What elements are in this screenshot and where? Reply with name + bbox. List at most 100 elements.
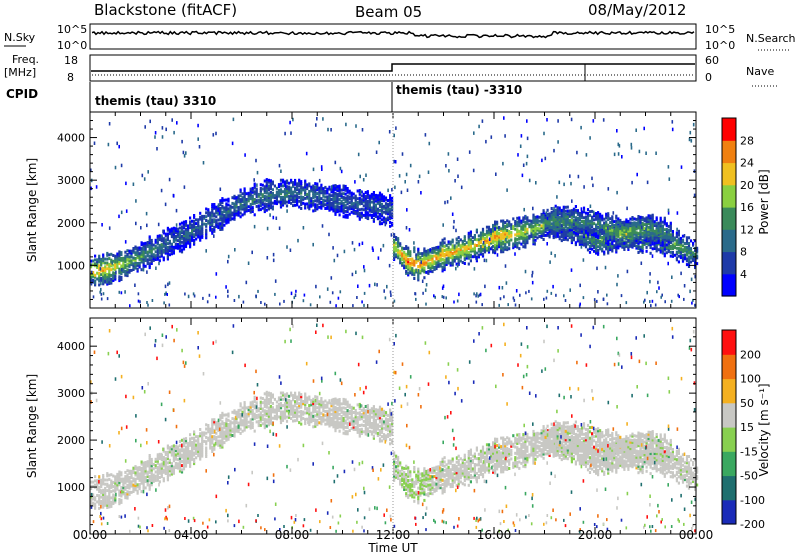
power-cell xyxy=(690,247,692,250)
power-cell xyxy=(339,185,341,188)
power-cell xyxy=(227,204,229,207)
power-cell xyxy=(165,238,167,241)
power-cell xyxy=(389,130,391,134)
power-cell xyxy=(639,241,641,244)
velocity-cell xyxy=(124,475,126,478)
power-cell xyxy=(313,168,315,172)
power-cell xyxy=(615,238,617,241)
power-cell xyxy=(496,226,498,229)
power-cell xyxy=(452,244,454,247)
power-cell xyxy=(444,259,446,262)
power-cell xyxy=(338,297,340,300)
power-cell xyxy=(541,224,543,227)
power-cell xyxy=(94,274,96,277)
power-cell xyxy=(442,262,444,265)
power-cell xyxy=(686,263,688,266)
power-cell xyxy=(517,153,519,157)
power-cell xyxy=(363,208,365,211)
power-cell xyxy=(138,300,140,303)
power-cell xyxy=(666,251,668,254)
power-cell xyxy=(184,293,186,296)
power-cell xyxy=(330,301,332,304)
power-cell xyxy=(240,198,242,201)
power-cell xyxy=(341,189,343,192)
power-cell xyxy=(403,247,405,250)
power-cell xyxy=(589,251,591,254)
power-cell xyxy=(615,232,617,235)
power-cell xyxy=(452,252,454,255)
velocity-cell xyxy=(118,490,120,493)
velocity-cell xyxy=(100,500,102,503)
power-cell xyxy=(409,228,411,232)
power-cell xyxy=(590,244,592,248)
power-cell xyxy=(439,247,441,251)
power-cell xyxy=(202,297,204,300)
power-cell xyxy=(291,292,293,296)
power-cell xyxy=(428,171,430,175)
power-cell xyxy=(573,223,575,226)
power-cell xyxy=(484,233,486,236)
power-cell xyxy=(597,290,599,294)
power-cell xyxy=(203,223,205,226)
power-cell xyxy=(324,196,326,199)
power-cell xyxy=(547,222,549,225)
power-cell xyxy=(525,291,527,294)
power-cell xyxy=(310,303,312,306)
power-cell xyxy=(617,274,619,278)
power-cell xyxy=(280,170,282,174)
power-cell xyxy=(295,290,297,293)
power-cell xyxy=(274,185,276,188)
power-cell xyxy=(650,252,652,255)
power-cell xyxy=(461,186,463,190)
power-cell xyxy=(476,252,478,255)
power-cell xyxy=(690,261,692,264)
power-cell xyxy=(633,221,635,224)
power-cell xyxy=(654,230,656,233)
power-cell xyxy=(505,238,507,242)
power-cell xyxy=(520,225,522,228)
power-cell xyxy=(108,253,110,256)
power-cell xyxy=(191,224,193,227)
power-cell xyxy=(215,225,217,229)
power-cell xyxy=(571,268,573,272)
power-cell xyxy=(403,251,405,254)
power-cell xyxy=(619,227,621,230)
velocity-cell xyxy=(181,464,183,467)
power-cell xyxy=(345,197,347,200)
power-cell xyxy=(676,239,678,242)
power-cell xyxy=(225,199,227,202)
power-cell xyxy=(332,185,334,188)
power-cell xyxy=(498,232,500,235)
power-cell xyxy=(324,199,326,202)
power-cell xyxy=(639,246,641,249)
power-cell xyxy=(646,250,648,253)
power-cell xyxy=(504,221,506,224)
power-cell xyxy=(374,283,376,287)
power-cell xyxy=(191,220,193,223)
power-cell xyxy=(425,288,427,292)
power-cell xyxy=(637,251,639,254)
power-cell xyxy=(181,140,183,144)
power-cell xyxy=(181,245,183,248)
power-cell xyxy=(419,270,421,273)
power-cell xyxy=(385,223,387,227)
power-cell xyxy=(145,255,147,258)
power-cell xyxy=(100,273,102,276)
power-cell xyxy=(101,298,103,301)
power-cell xyxy=(546,242,548,246)
power-cell xyxy=(609,242,611,245)
power-cell xyxy=(637,232,639,235)
velocity-cell xyxy=(145,476,147,479)
freq-panel-frame xyxy=(90,55,696,81)
power-cell xyxy=(522,245,524,248)
power-cell xyxy=(130,269,132,272)
power-cell xyxy=(678,255,680,258)
power-cell xyxy=(255,295,257,298)
power-cell xyxy=(349,190,351,193)
power-cell xyxy=(371,206,373,209)
power-cell xyxy=(181,235,183,238)
power-cell xyxy=(425,303,427,306)
power-cell xyxy=(494,227,496,231)
